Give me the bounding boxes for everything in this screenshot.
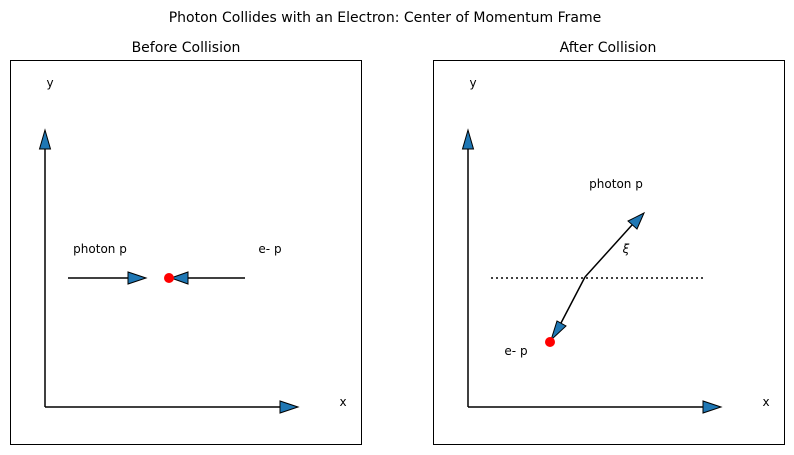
electron-dot-before	[164, 273, 174, 283]
electron-momentum-arrow-after	[560, 276, 586, 324]
figure-title: Photon Collides with an Electron: Center…	[169, 10, 602, 26]
x-axis-label-after: x	[762, 395, 769, 409]
panel-title-before: Before Collision	[132, 40, 241, 56]
photon-label-after: photon p	[589, 177, 643, 191]
photon-arrowhead-before	[127, 271, 148, 285]
x-axis-label-before: x	[339, 395, 346, 409]
y-axis-label-after: y	[469, 76, 476, 90]
electron-label-before: e- p	[258, 242, 281, 256]
panel-frame-before	[10, 60, 362, 445]
photon-arrowhead-after	[627, 211, 646, 230]
panel-title-after: After Collision	[560, 40, 657, 56]
y-axis-label-before: y	[46, 76, 53, 90]
x-axis-arrowhead-before	[279, 400, 300, 414]
electron-label-after: e- p	[504, 344, 527, 358]
panel-frame-after	[433, 60, 785, 445]
panel-before-collision: Before Collision y x photon p e- p	[10, 40, 362, 445]
electron-arrowhead-before	[169, 271, 189, 285]
x-axis-arrowhead-after	[702, 400, 723, 414]
y-axis-arrowhead-after	[461, 128, 475, 150]
panel-after-collision: After Collision y x photon p ξ e- p	[433, 40, 785, 445]
y-axis-arrowhead-before	[38, 128, 52, 150]
electron-arrowhead-after	[549, 320, 567, 342]
photon-momentum-arrow-after	[584, 224, 633, 278]
angle-xi-label: ξ	[622, 242, 630, 256]
photon-label-before: photon p	[73, 242, 127, 256]
electron-dot-after	[545, 337, 555, 347]
